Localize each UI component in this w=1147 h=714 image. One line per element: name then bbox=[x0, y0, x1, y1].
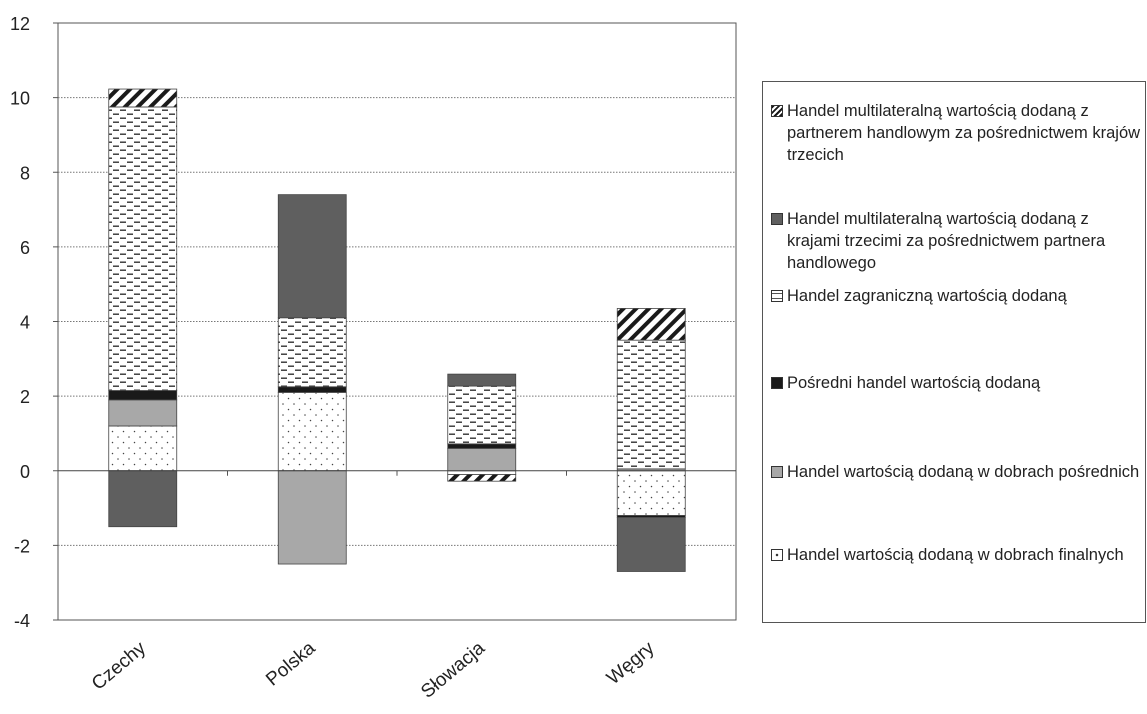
bar-segment bbox=[108, 106, 178, 391]
x-tick-label: Polska bbox=[262, 637, 320, 690]
bar-segment bbox=[447, 385, 517, 445]
legend-item: Handel wartością dodaną w dobrach pośred… bbox=[771, 461, 1143, 483]
y-tick-label: -4 bbox=[14, 611, 30, 631]
y-tick-label: 4 bbox=[20, 313, 30, 333]
legend-label: Handel multilateralną wartością dodaną z… bbox=[787, 102, 1141, 164]
bars bbox=[108, 88, 686, 572]
x-tick-label: Czechy bbox=[88, 637, 150, 694]
y-tick-label: -2 bbox=[14, 536, 30, 556]
bar-segment bbox=[277, 317, 347, 388]
y-tick-label: 8 bbox=[20, 163, 30, 183]
bar-segment bbox=[108, 399, 178, 427]
legend-swatch bbox=[771, 290, 783, 302]
bar-segment bbox=[616, 308, 686, 341]
y-tick-label: 6 bbox=[20, 238, 30, 258]
legend-label: Handel multilateralną wartością dodaną z… bbox=[787, 210, 1106, 272]
bar-segment bbox=[616, 516, 686, 572]
legend-item: Handel zagraniczną wartością dodaną bbox=[771, 285, 1143, 307]
bar-segment bbox=[108, 470, 178, 528]
legend-item: Handel wartością dodaną w dobrach finaln… bbox=[771, 544, 1143, 566]
legend-label: Handel wartością dodaną w dobrach finaln… bbox=[787, 546, 1124, 564]
legend: Handel multilateralną wartością dodaną z… bbox=[762, 81, 1146, 623]
x-tick-label: Słowacja bbox=[417, 637, 489, 702]
legend-swatch bbox=[771, 466, 783, 478]
bar-segment bbox=[277, 194, 347, 319]
bar-segment bbox=[616, 339, 686, 470]
bar-segment bbox=[277, 470, 347, 565]
legend-label: Handel wartością dodaną w dobrach pośred… bbox=[787, 463, 1140, 481]
bar-segment bbox=[447, 447, 517, 472]
legend-item: Pośredni handel wartością dodaną bbox=[771, 372, 1143, 394]
bar-segment bbox=[447, 470, 517, 475]
legend-swatch bbox=[771, 213, 783, 225]
legend-swatch bbox=[771, 105, 783, 117]
legend-swatch bbox=[771, 549, 783, 561]
legend-item: Handel multilateralną wartością dodaną z… bbox=[771, 100, 1143, 166]
bar-segment bbox=[447, 443, 517, 449]
y-tick-label: 0 bbox=[20, 462, 30, 482]
bar-segment bbox=[616, 470, 686, 516]
x-tick-label: Węgry bbox=[603, 637, 659, 689]
legend-label: Handel zagraniczną wartością dodaną bbox=[787, 287, 1067, 305]
y-tick-label: 10 bbox=[10, 89, 30, 109]
legend-label: Pośredni handel wartością dodaną bbox=[787, 374, 1041, 392]
bar-segment bbox=[447, 373, 517, 387]
y-tick-label: 2 bbox=[20, 387, 30, 407]
bar-segment bbox=[447, 474, 517, 482]
axes bbox=[53, 22, 736, 621]
bar-segment bbox=[108, 88, 178, 108]
bar-segment bbox=[108, 390, 178, 401]
legend-swatch bbox=[771, 377, 783, 389]
bar-segment bbox=[277, 391, 347, 472]
legend-item: Handel multilateralną wartością dodaną z… bbox=[771, 208, 1143, 274]
bar-segment bbox=[108, 425, 178, 472]
bar-segment bbox=[277, 386, 347, 393]
y-tick-label: 12 bbox=[10, 14, 30, 34]
